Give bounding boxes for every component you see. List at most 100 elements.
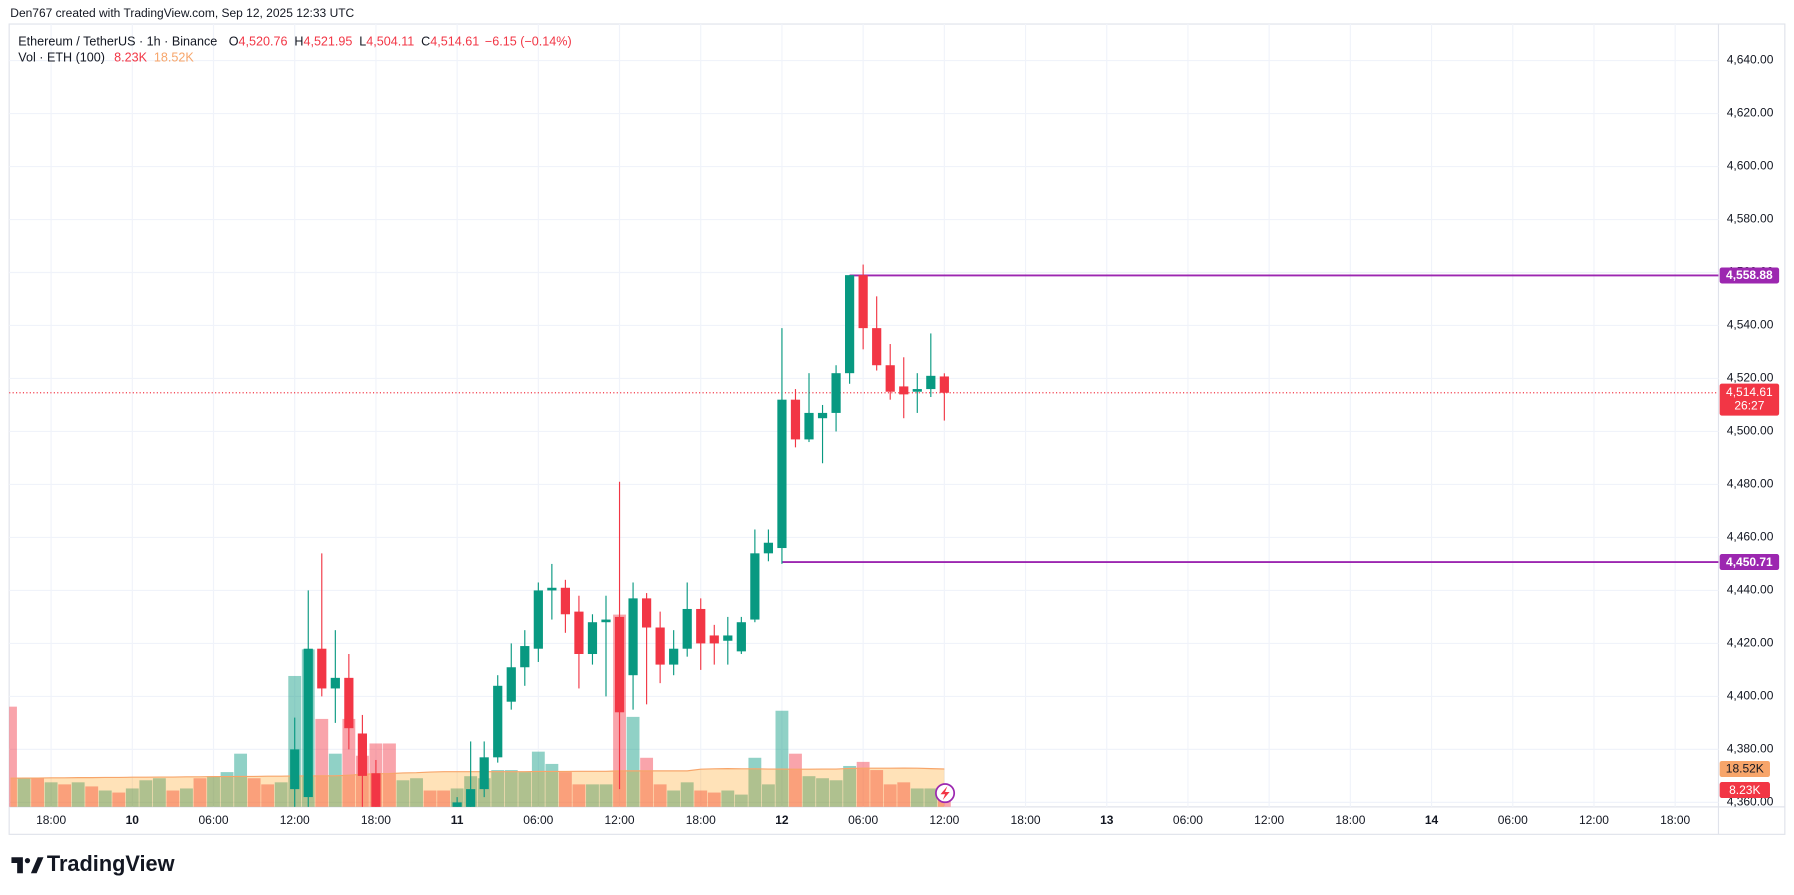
candle-body <box>303 648 313 798</box>
volume-bar <box>112 792 126 807</box>
volume-bar <box>897 782 911 807</box>
volume-bar <box>383 743 396 807</box>
ohlc-value: 4,514.61 <box>430 35 479 49</box>
candle-body <box>817 412 828 419</box>
x-tick-label: 06:00 <box>1498 813 1528 827</box>
x-tick-label: 18:00 <box>36 813 66 827</box>
volume-bar <box>910 788 924 807</box>
volume-bar <box>504 770 518 807</box>
candle-body <box>736 622 746 652</box>
volume-bar <box>423 790 437 807</box>
x-tick-label: 11 <box>451 813 464 827</box>
volume-bar <box>437 790 451 807</box>
volume-bar <box>207 776 220 807</box>
x-tick-label: 10 <box>126 813 140 827</box>
volume-bar <box>680 782 694 807</box>
y-tick-label: 4,540.00 <box>1727 318 1774 332</box>
ohlc-value: 4,521.95 <box>303 35 352 49</box>
volume-bar <box>626 716 640 807</box>
volume-ma-box <box>1719 760 1770 778</box>
x-tick-label: 06:00 <box>1173 813 1203 827</box>
change-value: −6.15 (−0.14%) <box>485 35 572 49</box>
volume-bar <box>761 784 775 807</box>
y-tick-label: 4,600.00 <box>1727 159 1774 173</box>
x-tick-label: 12 <box>775 813 789 827</box>
ohlc-value: 4,520.76 <box>239 35 288 49</box>
volume-last-box <box>1719 782 1770 799</box>
x-tick-label: 18:00 <box>686 813 716 827</box>
volume-bar <box>152 778 166 807</box>
volume-bar <box>667 790 681 807</box>
candle-body <box>533 590 543 649</box>
x-tick-label: 12:00 <box>1254 813 1284 827</box>
candle-body <box>628 598 638 676</box>
candle-body <box>641 598 652 628</box>
volume-bar <box>9 706 17 807</box>
x-tick-label: 06:00 <box>523 813 553 827</box>
level-label-box <box>1719 267 1780 284</box>
volume-bar <box>789 753 802 807</box>
volume-last-label: 8.23K <box>1729 783 1760 797</box>
symbol-title: Ethereum / TetherUS · 1h · Binance <box>18 35 217 49</box>
candle-body <box>899 386 909 395</box>
y-tick-label: 4,480.00 <box>1727 477 1774 491</box>
candle-body <box>614 616 625 713</box>
volume-bar <box>166 790 180 807</box>
level-label-box <box>1719 554 1780 571</box>
volume-bar <box>180 788 193 807</box>
volume-bar <box>707 792 721 807</box>
candle-body <box>696 608 706 644</box>
volume-bar <box>44 782 58 807</box>
volume-bar <box>396 780 410 807</box>
candle-body <box>357 733 367 776</box>
volume-bar <box>843 765 857 807</box>
candle-body <box>682 608 692 649</box>
chart-frame <box>8 23 1786 835</box>
volume-bar <box>17 778 31 807</box>
live-icon <box>935 783 956 804</box>
volume-ma-label: 18.52K <box>1726 762 1764 776</box>
brand-logo <box>11 857 44 874</box>
volume-bar <box>599 784 613 807</box>
volume-bar <box>85 786 99 807</box>
volume-ma-area <box>10 768 945 807</box>
y-tick-label: 4,580.00 <box>1727 212 1774 226</box>
x-tick-label: 12:00 <box>929 813 959 827</box>
candle-body <box>939 376 949 393</box>
volume-bar <box>802 776 816 807</box>
x-tick-label: 18:00 <box>1011 813 1041 827</box>
y-tick-label: 4,440.00 <box>1727 583 1774 597</box>
candle-body <box>804 412 814 440</box>
candle-body <box>709 635 719 644</box>
candle-body <box>885 365 895 392</box>
volume-ma-line <box>10 767 945 779</box>
countdown-label: 26:27 <box>1734 399 1764 413</box>
ohlc-key: C <box>421 35 430 49</box>
candle-body <box>926 375 936 390</box>
candle-body <box>344 677 354 729</box>
volume-bar <box>734 794 748 807</box>
volume-bar <box>775 710 789 807</box>
candle-body <box>912 389 922 392</box>
candle-body <box>479 757 489 790</box>
candle-body <box>493 685 503 758</box>
candle-body <box>317 648 327 689</box>
ohlc-key: H <box>294 35 303 49</box>
volume-bar <box>883 784 897 807</box>
volume-bar <box>816 778 829 807</box>
candle-body <box>790 399 801 440</box>
symbol-legend: Ethereum / TetherUS · 1h · Binance O4,520… <box>18 35 571 49</box>
volume-bar <box>586 784 599 807</box>
volume-bar <box>748 757 762 807</box>
credit: Den767 created with TradingView.com, Sep… <box>10 6 354 20</box>
volume-ma-value: 18.52K <box>154 51 194 65</box>
x-tick-label: 12:00 <box>280 813 310 827</box>
volume-bar <box>694 790 708 807</box>
volume-legend: Vol · ETH (100) 8.23K 18.52K <box>18 51 194 65</box>
volume-bar <box>274 782 288 807</box>
level-label: 4,558.88 <box>1726 268 1773 282</box>
candle-body <box>763 542 774 554</box>
ohlc-key: L <box>359 35 366 49</box>
